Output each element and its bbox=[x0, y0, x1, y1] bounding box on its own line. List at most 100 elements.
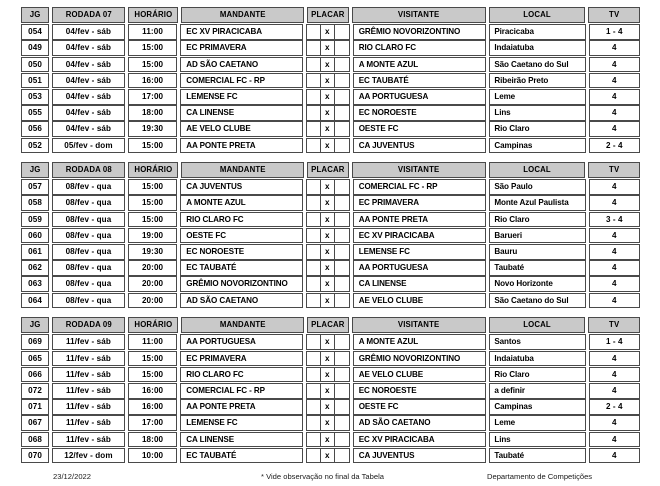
cell-data: 11/fev - sáb bbox=[52, 366, 125, 383]
table-row[interactable]: 054 04/fev - sáb 11:00 EC XV PIRACICABA x GRÊ… bbox=[21, 24, 640, 40]
cell-placar[interactable]: x bbox=[305, 399, 350, 415]
cell-placar[interactable]: x bbox=[305, 350, 350, 367]
placar-home-score[interactable] bbox=[305, 211, 321, 228]
placar-home-score[interactable] bbox=[305, 195, 321, 212]
placar-away-score[interactable] bbox=[333, 121, 350, 137]
cell-placar[interactable]: x bbox=[305, 431, 350, 448]
table-row[interactable]: 065 11/fev - sáb 15:00 EC PRIMAVERA x GRÊMIO … bbox=[21, 350, 640, 367]
placar-away-score[interactable] bbox=[333, 227, 350, 244]
cell-placar[interactable]: x bbox=[305, 260, 350, 276]
placar-away-score[interactable] bbox=[333, 415, 350, 431]
table-row[interactable]: 058 08/fev - qua 15:00 A MONTE AZUL x EC PRIM… bbox=[21, 195, 640, 212]
placar-away-score[interactable] bbox=[333, 195, 350, 212]
cell-placar[interactable]: x bbox=[305, 121, 350, 137]
cell-placar[interactable]: x bbox=[305, 382, 350, 399]
placar-away-score[interactable] bbox=[333, 334, 350, 350]
placar-home-score[interactable] bbox=[305, 431, 321, 448]
table-row[interactable]: 051 04/fev - sáb 16:00 COMERCIAL FC - RP x EC… bbox=[21, 72, 640, 89]
cell-placar[interactable]: x bbox=[305, 88, 350, 105]
placar-home-score[interactable] bbox=[305, 137, 321, 154]
placar-home-score[interactable] bbox=[305, 292, 321, 309]
table-row[interactable]: 067 11/fev - sáb 17:00 LEMENSE FC x AD SÃO CA… bbox=[21, 415, 640, 431]
table-row[interactable]: 061 08/fev - qua 19:30 EC NOROESTE x LEMENSE … bbox=[21, 244, 640, 260]
placar-home-score[interactable] bbox=[305, 447, 321, 464]
placar-away-score[interactable] bbox=[333, 350, 350, 367]
placar-home-score[interactable] bbox=[305, 40, 321, 56]
placar-away-score[interactable] bbox=[333, 244, 350, 260]
placar-home-score[interactable] bbox=[305, 227, 321, 244]
placar-away-score[interactable] bbox=[333, 276, 350, 292]
table-row[interactable]: 066 11/fev - sáb 15:00 RIO CLARO FC x AE VELO… bbox=[21, 366, 640, 383]
table-row[interactable]: 072 11/fev - sáb 16:00 COMERCIAL FC - RP x EC… bbox=[21, 382, 640, 399]
placar-away-score[interactable] bbox=[333, 260, 350, 276]
cell-placar[interactable]: x bbox=[305, 211, 350, 228]
placar-away-score[interactable] bbox=[333, 382, 350, 399]
placar-home-score[interactable] bbox=[305, 276, 321, 292]
placar-away-score[interactable] bbox=[333, 211, 350, 228]
placar-home-score[interactable] bbox=[305, 415, 321, 431]
placar-home-score[interactable] bbox=[305, 24, 321, 40]
table-row[interactable]: 063 08/fev - qua 20:00 GRÊMIO NOVORIZONTINO… bbox=[21, 276, 640, 292]
table-row[interactable]: 052 05/fev - dom 15:00 AA PONTE PRETA x CA JU… bbox=[21, 137, 640, 154]
placar-away-score[interactable] bbox=[333, 24, 350, 40]
cell-placar[interactable]: x bbox=[305, 415, 350, 431]
table-row[interactable]: 068 11/fev - sáb 18:00 CA LINENSE x EC XV PIR… bbox=[21, 431, 640, 448]
placar-home-score[interactable] bbox=[305, 72, 321, 89]
cell-placar[interactable]: x bbox=[305, 244, 350, 260]
placar-home-score[interactable] bbox=[305, 366, 321, 383]
table-row[interactable]: 059 08/fev - qua 15:00 RIO CLARO FC x AA PONT… bbox=[21, 211, 640, 228]
table-row[interactable]: 053 04/fev - sáb 17:00 LEMENSE FC x AA PORTUG… bbox=[21, 88, 640, 105]
placar-home-score[interactable] bbox=[305, 334, 321, 350]
placar-away-score[interactable] bbox=[333, 431, 350, 448]
placar-home-score[interactable] bbox=[305, 350, 321, 367]
placar-away-score[interactable] bbox=[333, 366, 350, 383]
placar-away-score[interactable] bbox=[333, 447, 350, 464]
table-row[interactable]: 057 08/fev - qua 15:00 CA JUVENTUS x COMERCIA… bbox=[21, 179, 640, 195]
placar-home-score[interactable] bbox=[305, 244, 321, 260]
cell-placar[interactable]: x bbox=[305, 56, 350, 73]
table-row[interactable]: 069 11/fev - sáb 11:00 AA PORTUGUESA x A MONT… bbox=[21, 334, 640, 350]
placar-away-score[interactable] bbox=[333, 105, 350, 121]
cell-placar[interactable]: x bbox=[305, 137, 350, 154]
placar-away-score[interactable] bbox=[333, 137, 350, 154]
table-row[interactable]: 049 04/fev - sáb 15:00 EC PRIMAVERA x RIO CLA… bbox=[21, 40, 640, 56]
cell-placar[interactable]: x bbox=[305, 105, 350, 121]
cell-placar[interactable]: x bbox=[305, 179, 350, 195]
cell-placar[interactable]: x bbox=[305, 276, 350, 292]
cell-placar[interactable]: x bbox=[305, 227, 350, 244]
cell-placar[interactable]: x bbox=[305, 24, 350, 40]
placar-home-score[interactable] bbox=[305, 121, 321, 137]
cell-placar[interactable]: x bbox=[305, 195, 350, 212]
table-row[interactable]: 056 04/fev - sáb 19:30 AE VELO CLUBE x OESTE … bbox=[21, 121, 640, 137]
cell-placar[interactable]: x bbox=[305, 366, 350, 383]
placar-away-score[interactable] bbox=[333, 56, 350, 73]
cell-placar[interactable]: x bbox=[305, 447, 350, 464]
cell-placar[interactable]: x bbox=[305, 292, 350, 309]
placar-home-score[interactable] bbox=[305, 88, 321, 105]
table-row[interactable]: 064 08/fev - qua 20:00 AD SÃO CAETANO x AE VE… bbox=[21, 292, 640, 309]
table-row[interactable]: 050 04/fev - sáb 15:00 AD SÃO CAETANO x A MON… bbox=[21, 56, 640, 73]
placar-home-score[interactable] bbox=[305, 105, 321, 121]
table-row[interactable]: 062 08/fev - qua 20:00 EC TAUBATÉ x AA PORTUG… bbox=[21, 260, 640, 276]
placar-away-score[interactable] bbox=[333, 399, 350, 415]
placar-away-score[interactable] bbox=[333, 179, 350, 195]
cell-data: 04/fev - sáb bbox=[52, 105, 125, 121]
placar-away-score[interactable] bbox=[333, 40, 350, 56]
table-row[interactable]: 071 11/fev - sáb 16:00 AA PONTE PRETA x OESTE… bbox=[21, 399, 640, 415]
placar-home-score[interactable] bbox=[305, 382, 321, 399]
placar-away-score[interactable] bbox=[333, 88, 350, 105]
placar-away-score[interactable] bbox=[333, 292, 350, 309]
placar-home-score[interactable] bbox=[305, 260, 321, 276]
placar-home-score[interactable] bbox=[305, 179, 321, 195]
table-row[interactable]: 055 04/fev - sáb 18:00 CA LINENSE x EC NOROES… bbox=[21, 105, 640, 121]
cell-jg: 062 bbox=[21, 260, 50, 276]
placar-home-score[interactable] bbox=[305, 56, 321, 73]
cell-placar[interactable]: x bbox=[305, 40, 350, 56]
cell-placar[interactable]: x bbox=[305, 72, 350, 89]
placar-away-score[interactable] bbox=[333, 72, 350, 89]
cell-placar[interactable]: x bbox=[305, 334, 350, 350]
table-row[interactable]: 070 12/fev - dom 10:00 EC TAUBATÉ x CA JUVENT… bbox=[21, 447, 640, 464]
table-row[interactable]: 060 08/fev - qua 19:00 OESTE FC x EC XV PIRAC… bbox=[21, 227, 640, 244]
placar-home-score[interactable] bbox=[305, 399, 321, 415]
cell-mandante: CA LINENSE bbox=[180, 431, 303, 448]
